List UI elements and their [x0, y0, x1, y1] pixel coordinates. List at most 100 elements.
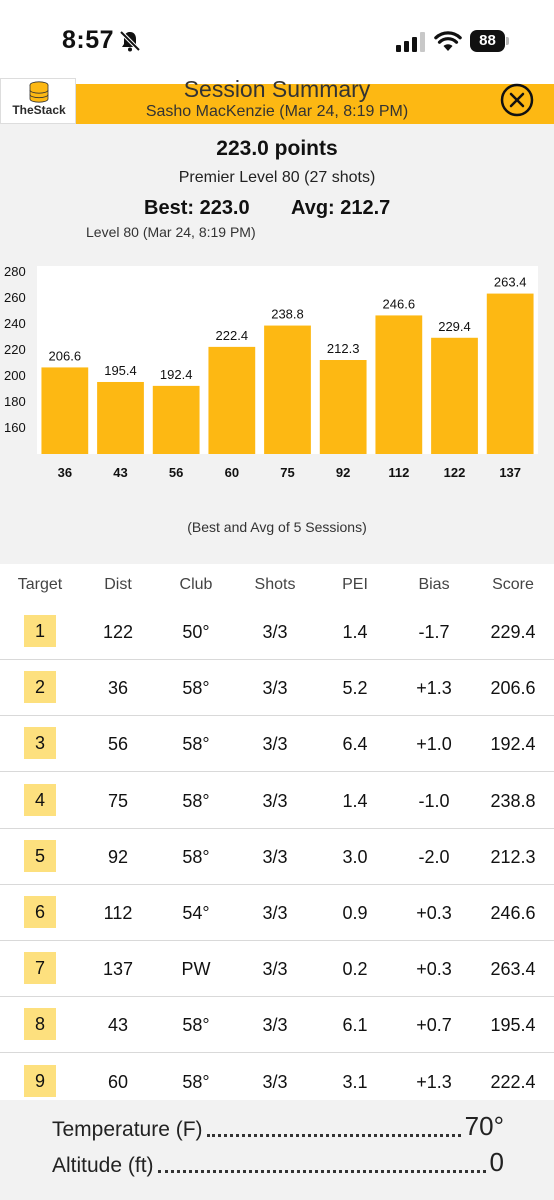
cell-bias: +1.3 [416, 678, 452, 699]
bar [375, 315, 423, 454]
target-number-badge: 5 [24, 839, 56, 872]
cell-dist: 56 [107, 734, 129, 755]
level-date: Level 80 (Mar 24, 8:19 PM) [86, 224, 256, 240]
table-row: 3 56 58° 3/3 6.4 +1.0 192.4 [0, 716, 554, 773]
level-info: Premier Level 80 (27 shots) [178, 169, 376, 186]
bar-value-label: 222.4 [216, 328, 249, 343]
temperature-value: 70° [464, 1111, 504, 1141]
temperature-row: Temperature (F) 70° [52, 1111, 504, 1142]
altitude-value: 0 [489, 1147, 504, 1177]
x-tick-label: 92 [336, 465, 350, 480]
x-tick-label: 75 [280, 465, 294, 480]
bar [319, 360, 367, 454]
target-number-badge: 1 [24, 615, 56, 647]
x-tick-label: 43 [113, 465, 127, 480]
x-tick-label: 56 [169, 465, 183, 480]
cell-shots: 3/3 [262, 678, 288, 699]
header-score: Score [492, 576, 534, 593]
cell-shots: 3/3 [262, 1071, 288, 1092]
table-header: Target Dist Club Shots PEI Bias Score [0, 564, 554, 604]
cell-shots: 3/3 [262, 959, 288, 980]
cell-pei: 6.1 [342, 1015, 368, 1036]
bar [208, 346, 256, 454]
cell-club: 58° [182, 734, 210, 755]
cell-dist: 122 [102, 622, 134, 642]
best-score: Best: 223.0 [144, 197, 250, 219]
header-pei: PEI [342, 576, 368, 593]
cell-club: 50° [182, 622, 210, 642]
cell-dist: 60 [107, 1071, 129, 1092]
cell-pei: 3.1 [342, 1071, 368, 1092]
cell-score: 212.3 [490, 846, 536, 867]
altitude-row: Altitude (ft) 0 [52, 1147, 504, 1178]
target-number-badge: 3 [24, 727, 56, 760]
page-title: Session Summary [183, 76, 371, 102]
cell-dist: 43 [107, 1015, 129, 1036]
header-dist: Dist [104, 576, 132, 593]
battery-indicator: 88 [470, 30, 510, 52]
summary-panel: 223.0 points Premier Level 80 (27 shots)… [0, 124, 554, 564]
header-club: Club [179, 576, 213, 593]
y-tick-label: 220 [4, 342, 26, 357]
y-tick-label: 280 [4, 264, 26, 279]
dot-leader [157, 1170, 486, 1173]
bar [97, 381, 144, 454]
cell-bias: +1.0 [416, 734, 452, 755]
logo-text: TheStack [12, 103, 66, 117]
y-tick-label: 260 [4, 290, 26, 305]
wifi-icon [434, 31, 462, 51]
table-row: 2 36 58° 3/3 5.2 +1.3 206.6 [0, 660, 554, 717]
cell-bias: -1.0 [418, 790, 450, 811]
table-row: 6 112 54° 3/3 0.9 +0.3 246.6 [0, 885, 554, 941]
header-bias: Bias [418, 576, 450, 593]
avg-score: Avg: 212.7 [291, 197, 391, 219]
app-logo: TheStack [0, 78, 76, 124]
cell-pei: 1.4 [342, 790, 368, 811]
chart-caption: (Best and Avg of 5 Sessions) [187, 519, 367, 535]
cell-shots: 3/3 [262, 790, 288, 811]
target-number-badge: 4 [24, 783, 56, 816]
cell-dist: 137 [102, 959, 134, 980]
bell-muted-icon [119, 30, 141, 52]
cell-dist: 75 [107, 790, 129, 811]
conditions-panel: Temperature (F) 70° Altitude (ft) 0 [0, 1100, 554, 1200]
bar [264, 325, 311, 454]
battery-tip [506, 37, 509, 45]
cell-dist: 92 [107, 846, 129, 867]
cell-dist: 112 [103, 903, 133, 923]
cell-club: 58° [182, 846, 210, 867]
cell-score: 192.4 [490, 734, 536, 755]
table-row: 1 122 50° 3/3 1.4 -1.7 229.4 [0, 604, 554, 660]
cell-club: 58° [182, 1015, 210, 1036]
bar-value-label: 238.8 [271, 307, 304, 322]
bar [486, 293, 534, 454]
cell-bias: +0.3 [416, 903, 452, 923]
cell-bias: -2.0 [418, 846, 450, 867]
bar [431, 337, 478, 454]
cell-score: 195.4 [490, 1015, 536, 1036]
y-tick-label: 240 [4, 316, 26, 331]
y-tick-label: 180 [4, 394, 26, 409]
battery-level: 88 [470, 30, 505, 52]
bar [41, 367, 89, 454]
cell-bias: +1.3 [416, 1071, 452, 1092]
cell-club: 58° [182, 790, 210, 811]
cell-club: 58° [182, 678, 210, 699]
cell-shots: 3/3 [262, 846, 288, 867]
bar-value-label: 246.6 [383, 296, 416, 311]
y-tick-label: 160 [4, 420, 26, 435]
bar-value-label: 195.4 [104, 363, 137, 378]
cell-dist: 36 [107, 678, 129, 699]
cell-score: 263.4 [490, 959, 536, 980]
target-number-badge: 8 [24, 1008, 56, 1041]
cell-score: 238.8 [490, 790, 536, 811]
altitude-label: Altitude (ft) [52, 1154, 154, 1177]
close-button[interactable] [500, 83, 534, 117]
bar-value-label: 206.6 [49, 348, 82, 363]
cell-club: PW [181, 959, 211, 980]
cell-shots: 3/3 [262, 622, 288, 642]
status-bar: 8:57 88 [0, 0, 554, 84]
cell-shots: 3/3 [262, 903, 288, 923]
bar-value-label: 229.4 [438, 319, 471, 334]
